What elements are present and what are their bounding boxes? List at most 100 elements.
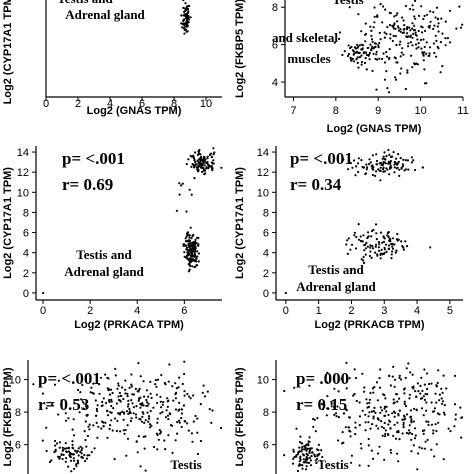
- data-point: [417, 390, 420, 393]
- data-point: [408, 393, 411, 396]
- data-point: [459, 406, 462, 409]
- data-point: [300, 450, 303, 453]
- data-point: [421, 166, 424, 169]
- data-point: [433, 24, 436, 27]
- data-point: [183, 32, 186, 35]
- x-axis-title: Log2 (PRKACB TPM): [315, 319, 425, 331]
- p-value-label: p= <.001: [290, 149, 353, 168]
- data-point: [185, 8, 188, 12]
- data-point: [414, 43, 418, 46]
- data-point: [308, 436, 311, 439]
- data-point: [68, 451, 72, 454]
- data-point: [352, 394, 355, 397]
- data-point: [130, 373, 133, 376]
- data-point: [174, 408, 178, 411]
- data-point: [371, 173, 374, 177]
- data-point: [146, 411, 149, 414]
- data-point: [378, 57, 381, 60]
- data-point: [449, 430, 452, 433]
- data-point: [190, 432, 193, 435]
- data-point: [305, 456, 308, 459]
- data-point: [116, 419, 119, 422]
- data-point: [90, 386, 93, 389]
- x-tick-label: 0: [283, 305, 289, 317]
- scatter-panel-6: 6 8 10 Log2 (FKBP5 TPM) Testis p= .000 r= 0.15: [234, 360, 464, 474]
- data-point: [191, 255, 194, 258]
- data-point: [181, 26, 184, 29]
- data-point: [320, 449, 323, 452]
- data-point: [376, 399, 379, 402]
- data-point: [422, 59, 425, 62]
- data-point: [80, 449, 83, 452]
- data-point: [360, 63, 363, 66]
- data-point: [167, 399, 170, 402]
- data-point: [187, 263, 190, 266]
- data-point: [419, 392, 422, 395]
- data-point: [396, 12, 399, 15]
- data-point: [79, 445, 82, 448]
- data-point: [82, 401, 85, 404]
- data-point: [363, 249, 366, 252]
- data-point: [382, 52, 385, 55]
- data-point: [192, 420, 195, 423]
- data-point: [184, 2, 187, 5]
- x-tick-label: 4: [414, 305, 420, 317]
- data-point: [376, 14, 379, 17]
- data-point: [64, 442, 67, 445]
- data-point: [441, 65, 444, 68]
- data-point: [350, 45, 353, 49]
- y-tick-label: 10: [257, 375, 269, 387]
- data-point: [194, 414, 197, 418]
- data-point: [184, 13, 187, 16]
- data-point: [156, 421, 159, 424]
- data-point: [409, 41, 412, 44]
- y-tick-label: 4: [23, 248, 29, 260]
- data-point: [139, 465, 142, 468]
- data-point: [349, 56, 352, 60]
- data-point: [119, 430, 122, 433]
- data-point: [183, 420, 186, 423]
- data-point: [330, 402, 333, 405]
- data-point: [411, 4, 414, 7]
- data-point: [299, 455, 302, 458]
- data-point: [300, 442, 303, 445]
- x-tick-label: 6: [181, 305, 187, 317]
- data-point: [72, 457, 75, 460]
- data-point: [443, 404, 446, 407]
- data-point: [110, 411, 113, 414]
- data-point: [365, 68, 368, 71]
- data-point: [375, 88, 378, 91]
- data-point: [439, 41, 442, 44]
- y-tick-label: 6: [15, 440, 21, 452]
- data-point: [178, 421, 181, 424]
- data-point: [366, 166, 369, 169]
- data-point: [383, 151, 386, 154]
- x-axis-title: Log2 (PRKACA TPM): [74, 319, 184, 331]
- data-point: [128, 386, 131, 389]
- data-point: [145, 404, 148, 407]
- data-point: [72, 453, 75, 456]
- data-point: [369, 161, 372, 164]
- data-point: [338, 37, 341, 41]
- data-point: [333, 387, 336, 390]
- data-point: [163, 439, 166, 442]
- data-point: [355, 58, 358, 61]
- data-point: [393, 171, 396, 174]
- data-point: [423, 383, 426, 386]
- data-point: [127, 399, 130, 402]
- data-point: [399, 55, 402, 58]
- data-point: [453, 403, 457, 406]
- data-point: [219, 426, 223, 430]
- data-point: [377, 249, 381, 252]
- data-point: [420, 376, 423, 379]
- data-point: [411, 432, 414, 436]
- data-point: [370, 410, 373, 413]
- data-point: [310, 455, 313, 458]
- data-point: [161, 411, 164, 414]
- x-axis-title: Log2 (GNAS TPM): [87, 105, 182, 117]
- data-point: [298, 446, 301, 449]
- data-point: [437, 22, 440, 25]
- y-axis-title: Log2 (CYP17A1 TPM): [2, 0, 14, 104]
- data-point: [365, 163, 368, 166]
